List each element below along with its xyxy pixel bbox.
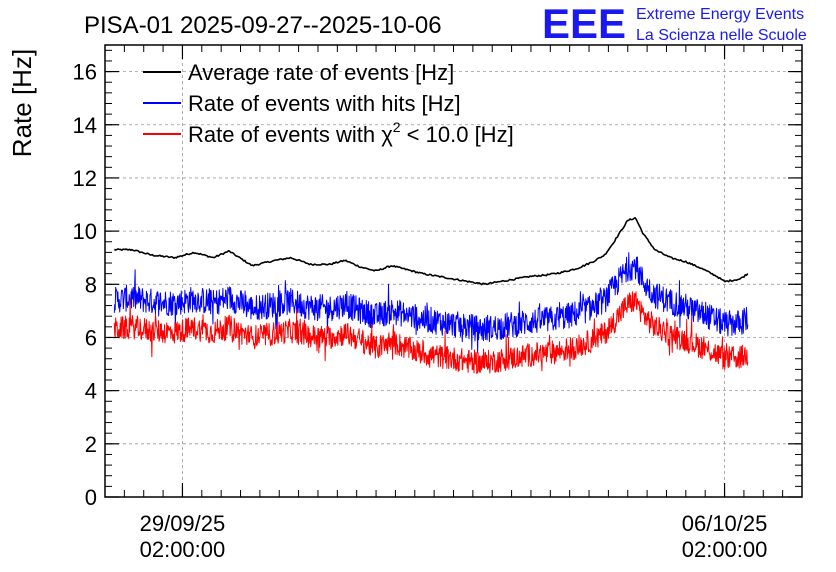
y-tick-label: 16 (73, 60, 97, 85)
grid (105, 45, 802, 497)
y-tick-label: 0 (85, 485, 97, 510)
y-tick-label: 10 (73, 219, 97, 244)
legend-label-chi2-sup: 2 (393, 119, 401, 135)
legend-label-hits: Rate of events with hits [Hz] (188, 91, 461, 116)
x-tick-label-date: 29/09/25 (140, 511, 226, 536)
eee-logo: EEE Extreme Energy Events La Scienza nel… (542, 0, 807, 47)
y-tick-label: 6 (85, 325, 97, 350)
legend-label-chi2: Rate of events with χ2 < 10.0 [Hz] (188, 119, 514, 147)
y-tick-label: 8 (85, 272, 97, 297)
legend-label-average: Average rate of events [Hz] (188, 60, 454, 85)
y-tick-label: 2 (85, 432, 97, 457)
plot-frame (104, 44, 803, 498)
legend-label-chi2-main: Rate of events with χ (188, 122, 393, 147)
axes (104, 45, 803, 498)
eee-logo-line2: La Scienza nelle Scuole (636, 27, 807, 44)
y-tick-label: 14 (73, 113, 97, 138)
series-line-0 (113, 216, 749, 286)
tick-labels: 024681012141629/09/2502:00:0006/10/2502:… (73, 60, 768, 562)
x-tick-label-date: 06/10/25 (682, 511, 768, 536)
x-tick-label-time: 02:00:00 (682, 537, 768, 562)
y-tick-label: 4 (85, 379, 97, 404)
y-axis-label: Rate [Hz] (7, 49, 37, 157)
x-tick-label-time: 02:00:00 (140, 537, 226, 562)
series-group (113, 216, 749, 374)
series-line-1 (113, 252, 749, 354)
legend: Average rate of events [Hz] Rate of even… (143, 60, 514, 147)
eee-logo-line1: Extreme Energy Events (636, 6, 804, 23)
eee-logo-mark: EEE (542, 0, 626, 47)
chart-title: PISA-01 2025-09-27--2025-10-06 (84, 12, 442, 39)
legend-label-chi2-tail: < 10.0 [Hz] (401, 122, 514, 147)
y-tick-label: 12 (73, 166, 97, 191)
series-line-2 (113, 291, 749, 374)
